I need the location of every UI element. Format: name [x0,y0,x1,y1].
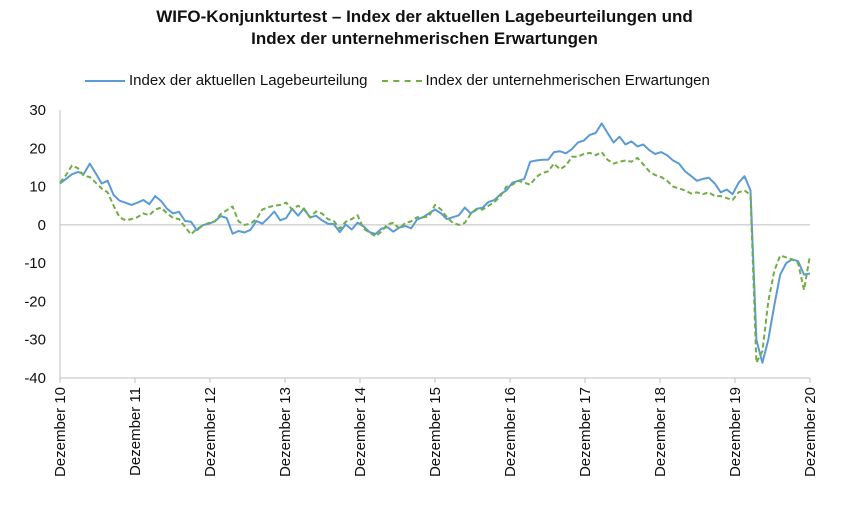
chart-title-line-2: Index der unternehmerischen Erwartungen [251,29,598,48]
legend-swatch-erwartungen [381,79,422,82]
x-tick-label: Dezember 16 [502,387,519,477]
y-tick-label: 10 [29,179,46,196]
x-tick-label: Dezember 17 [577,387,594,477]
y-tick-label: 30 [29,102,46,119]
y-tick-label: -30 [24,332,46,349]
x-tick-label: Dezember 12 [202,387,219,477]
y-tick-label: 0 [38,217,46,234]
y-tick-label: -40 [24,370,46,387]
legend-item-lagebeurteilung: Index der aktuellen Lagebeurteilung [85,72,368,89]
legend-label-lagebeurteilung: Index der aktuellen Lagebeurteilung [129,72,368,89]
chart-title: WIFO-Konjunkturtest – Index der aktuelle… [0,6,849,50]
x-tick-label: Dezember 11 [127,387,144,476]
y-tick-label: 20 [29,140,46,157]
chart-legend: Index der aktuellen Lagebeurteilung Inde… [85,72,724,89]
y-tick-label: -10 [24,255,46,272]
x-tick-label: Dezember 13 [277,387,294,477]
y-tick-label: -20 [24,293,46,310]
x-tick-label: Dezember 20 [802,387,819,477]
series-line-erwartungen [59,151,811,364]
legend-label-erwartungen: Index der unternehmerischen Erwartungen [425,72,710,89]
series-line-lagebeurteilung [59,122,811,364]
legend-item-erwartungen: Index der unternehmerischen Erwartungen [381,72,710,89]
x-tick-label: Dezember 10 [52,387,69,477]
x-tick-label: Dezember 19 [727,387,744,477]
chart-title-line-1: WIFO-Konjunkturtest – Index der aktuelle… [156,7,693,26]
x-tick-label: Dezember 15 [427,387,444,477]
x-tick-label: Dezember 14 [352,387,369,477]
x-tick-label: Dezember 18 [652,387,669,477]
legend-swatch-lagebeurteilung [85,79,125,82]
